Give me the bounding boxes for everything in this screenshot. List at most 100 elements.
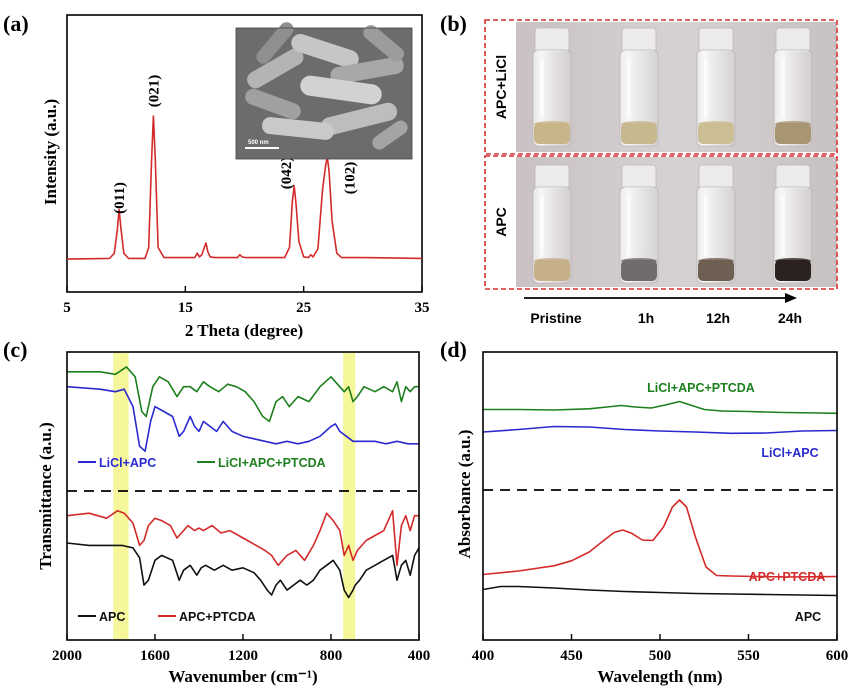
legend-label-licl-apc-ptcda: LiCl+APC+PTCDA [218, 456, 326, 470]
vial-apc-2 [696, 164, 736, 284]
panel-c: (c) 2000 1600 1200 800 400 LiCl+APC LiCl+APC… [3, 337, 430, 686]
vial-liquid [621, 123, 657, 144]
ftir-series-apc [67, 542, 419, 599]
vial-liquid-surface [698, 121, 734, 127]
panel-c-tick-label-1: 1600 [140, 648, 170, 664]
vial-apc-licl-2 [696, 27, 736, 147]
panel-c-xlabel: Wavenumber (cm⁻¹) [168, 667, 317, 686]
vial-apc-3 [773, 164, 813, 284]
vial-liquid [775, 123, 811, 144]
peak-label-011: (011) [112, 182, 128, 214]
uv-series-licl-apc-ptcda [483, 400, 837, 415]
legend-label-licl-apc: LiCl+APC [99, 456, 156, 470]
peak-label-042: (042) [279, 157, 295, 190]
panel-b: (b) APC+LiCl APC Pristine 1h 12h 24h [440, 11, 838, 326]
vial-liquid-surface [534, 258, 570, 264]
panel-d-xlabel: Wavelength (nm) [597, 667, 722, 686]
vial-glare [627, 195, 631, 255]
panel-a-ylabel: Intensity (a.u.) [41, 99, 60, 205]
vial-liquid [534, 123, 570, 144]
panel-c-series [67, 366, 419, 599]
vial-liquid-surface [534, 121, 570, 127]
vial-cap [775, 27, 811, 53]
vial-cap [698, 27, 734, 53]
row-label-apc-licl: APC+LiCl [493, 55, 509, 119]
vial-apc-licl-3 [773, 27, 813, 147]
highlight-band-1 [343, 353, 356, 639]
panel-d-plot-frame [482, 351, 838, 641]
sem-scale-text: 500 nm [248, 140, 269, 146]
panel-c-ylabel: Transmittance (a.u.) [36, 422, 55, 569]
panel-d-ylabel: Absorbance (a.u.) [455, 430, 474, 559]
panel-c-highlight-bands [113, 353, 356, 639]
vial-apc-1 [619, 164, 659, 284]
panel-a-tick-label-1: 15 [178, 300, 193, 316]
vial-apc-licl-0 [532, 27, 572, 147]
label-licl-apc: LiCl+APC [761, 446, 818, 460]
vial-glare [540, 195, 544, 255]
vial-cap [534, 27, 570, 53]
vial-cap [621, 27, 657, 53]
vial-cap [534, 164, 570, 190]
panel-a-plot-frame [66, 14, 423, 293]
panel-a-peak-labels: (011) (021) (042) (102) [112, 75, 358, 214]
peak-label-102: (102) [342, 162, 358, 195]
vial-cap [621, 164, 657, 190]
vial-glare [704, 195, 708, 255]
panel-b-label: (b) [440, 11, 467, 36]
panel-d-x-ticks: 400 450 500 550 600 [472, 634, 849, 664]
uv-series-apc [483, 585, 837, 597]
vial-liquid-surface [621, 121, 657, 127]
ftir-series-licl-apc [67, 385, 419, 452]
label-apc: APC [795, 610, 821, 624]
ftir-series-apc-ptcda [67, 509, 419, 567]
sem-inset: 500 nm [235, 22, 413, 160]
time-label-12h: 12h [706, 310, 730, 326]
photo-row-2-frame [484, 155, 838, 290]
panel-c-tick-label-3: 800 [320, 648, 343, 664]
uv-series-licl-apc [483, 425, 837, 435]
panel-a-tick-label-2: 25 [296, 300, 311, 316]
row-label-apc: APC [493, 207, 509, 237]
vial-liquid-surface [698, 258, 734, 264]
vial-liquid [621, 260, 657, 281]
vial-liquid [698, 260, 734, 281]
panel-d-tick-label-0: 400 [472, 648, 495, 664]
panel-a: (a) 5 15 25 35 (011) (021) (042) (102) Intensi… [3, 11, 430, 340]
panel-c-tick-label-4: 400 [408, 648, 431, 664]
panel-d-series [483, 400, 837, 597]
panel-d: (d) 400 450 500 550 600 LiCl+APC+PTCDA LiCl+… [440, 337, 848, 686]
panel-c-legend-top: LiCl+APC LiCl+APC+PTCDA [78, 456, 326, 470]
vial-liquid-surface [775, 121, 811, 127]
time-arrow-head [785, 293, 797, 303]
peak-label-021: (021) [146, 75, 162, 108]
panel-c-x-ticks: 2000 1600 1200 800 400 [52, 634, 430, 664]
panel-d-tick-label-3: 550 [737, 648, 760, 664]
vial-cap [775, 164, 811, 190]
panel-a-tick-label-0: 5 [63, 300, 71, 316]
vial-glare [627, 58, 631, 118]
panel-d-tick-label-4: 600 [826, 648, 849, 664]
panel-a-label: (a) [3, 11, 29, 36]
ftir-series-licl-apc-ptcda [67, 366, 419, 423]
photo-row-1-frame [484, 19, 838, 155]
label-apc-ptcda: APC+PTCDA [749, 570, 826, 584]
panel-d-label: (d) [440, 337, 467, 362]
vial-cap [698, 164, 734, 190]
time-label-24h: 24h [778, 310, 802, 326]
vial-apc-0 [532, 164, 572, 284]
panel-c-tick-label-0: 2000 [52, 648, 82, 664]
panel-c-legend-bottom: APC APC+PTCDA [78, 610, 256, 624]
panel-c-tick-label-2: 1200 [228, 648, 258, 664]
vial-glare [781, 195, 785, 255]
panel-a-series [67, 115, 422, 260]
label-licl-apc-ptcda: LiCl+APC+PTCDA [647, 381, 755, 395]
vial-glare [781, 58, 785, 118]
legend-label-apc: APC [99, 610, 125, 624]
panel-a-tick-label-3: 35 [415, 300, 430, 316]
vial-apc-licl-1 [619, 27, 659, 147]
vial-glare [540, 58, 544, 118]
panel-a-x-ticks: 5 15 25 35 [63, 286, 430, 316]
vial-liquid [698, 123, 734, 144]
